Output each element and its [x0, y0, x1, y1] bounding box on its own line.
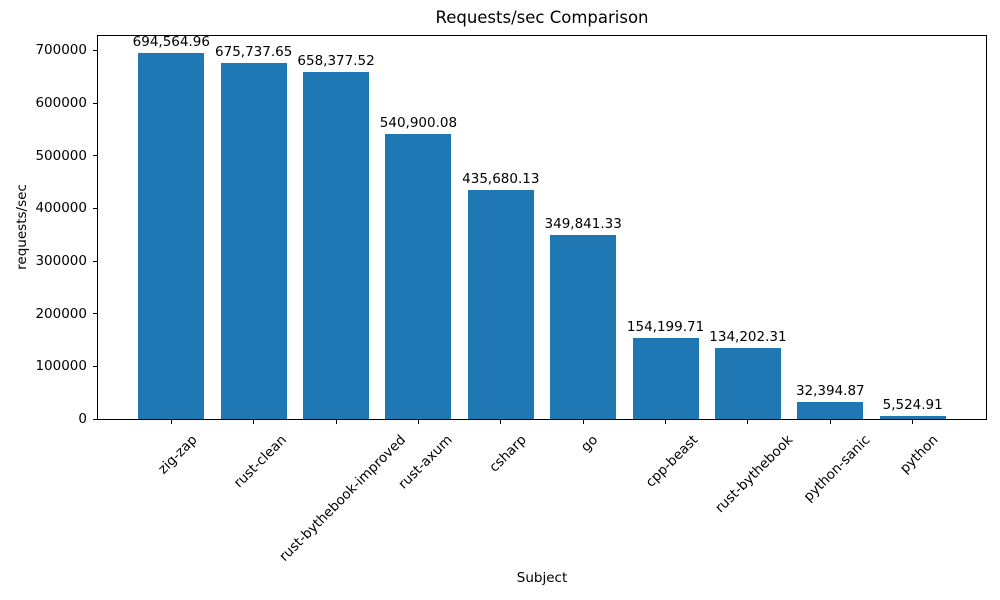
bar-value-label: 349,841.33 — [544, 215, 622, 232]
x-tick-mark — [582, 420, 584, 424]
x-tick-mark — [253, 420, 255, 424]
bar-rust-bythebook-improved — [303, 72, 369, 419]
y-tick-label: 0 — [78, 411, 87, 427]
x-tick-label-go: go — [578, 432, 602, 456]
x-tick-label-csharp: csharp — [486, 432, 530, 476]
x-tick-mark — [500, 420, 502, 424]
chart-title: Requests/sec Comparison — [435, 8, 649, 27]
x-tick-label-rust-bythebook: rust-bythebook — [712, 432, 797, 517]
x-tick-label-python: python — [897, 432, 942, 477]
x-tick-label-zig-zap: zig-zap — [155, 432, 201, 478]
bar-value-label: 540,900.08 — [379, 115, 458, 132]
y-tick-mark — [93, 313, 97, 315]
y-tick-mark — [93, 49, 97, 51]
x-tick-label-python-sanic: python-sanic — [800, 432, 874, 505]
y-tick-label: 300000 — [35, 253, 87, 270]
y-tick-label: 600000 — [35, 95, 87, 112]
bar-value-label: 658,377.52 — [297, 53, 375, 70]
x-tick-label-rust-bythebook-improved: rust-bythebook-improved — [276, 432, 409, 565]
bar-zig-zap — [138, 53, 205, 419]
y-tick-label: 400000 — [35, 200, 87, 217]
x-tick-mark — [665, 420, 667, 424]
bar-value-label: 32,394.87 — [795, 382, 865, 399]
x-tick-label-rust-clean: rust-clean — [230, 432, 290, 492]
y-tick-mark — [93, 102, 97, 104]
y-tick-label: 200000 — [35, 305, 87, 322]
bar-value-label: 5,524.91 — [882, 397, 943, 414]
bar-value-label: 435,680.13 — [462, 170, 540, 187]
x-tick-mark — [912, 420, 914, 424]
y-tick-mark — [93, 365, 97, 367]
bar-value-label: 134,202.31 — [709, 329, 787, 346]
x-tick-label-cpp-beast: cpp-beast — [642, 432, 702, 491]
y-tick-label: 100000 — [35, 358, 87, 375]
x-tick-mark — [829, 420, 831, 424]
y-tick-mark — [93, 260, 97, 262]
y-tick-mark — [93, 207, 97, 209]
bar-value-label: 675,737.65 — [215, 44, 293, 61]
bar-rust-bythebook — [714, 348, 781, 419]
x-tick-mark — [747, 420, 749, 424]
y-tick-label: 500000 — [35, 147, 87, 164]
x-axis-label: Subject — [516, 570, 568, 586]
bar-value-label: 694,564.96 — [132, 34, 210, 51]
bar-cpp-beast — [632, 337, 699, 419]
bar-csharp — [467, 189, 534, 419]
bar-rust-axum — [385, 134, 452, 419]
y-tick-mark — [93, 418, 97, 420]
bar-python — [879, 416, 946, 419]
y-tick-label: 700000 — [35, 42, 87, 59]
y-tick-mark — [93, 155, 97, 157]
x-tick-mark — [170, 420, 172, 424]
bar-python-sanic — [797, 401, 864, 419]
x-tick-mark — [417, 420, 419, 424]
bar-rust-clean — [220, 63, 287, 419]
bar-go — [550, 234, 617, 419]
bar-value-label: 154,199.71 — [626, 318, 705, 335]
x-tick-mark — [335, 420, 337, 424]
